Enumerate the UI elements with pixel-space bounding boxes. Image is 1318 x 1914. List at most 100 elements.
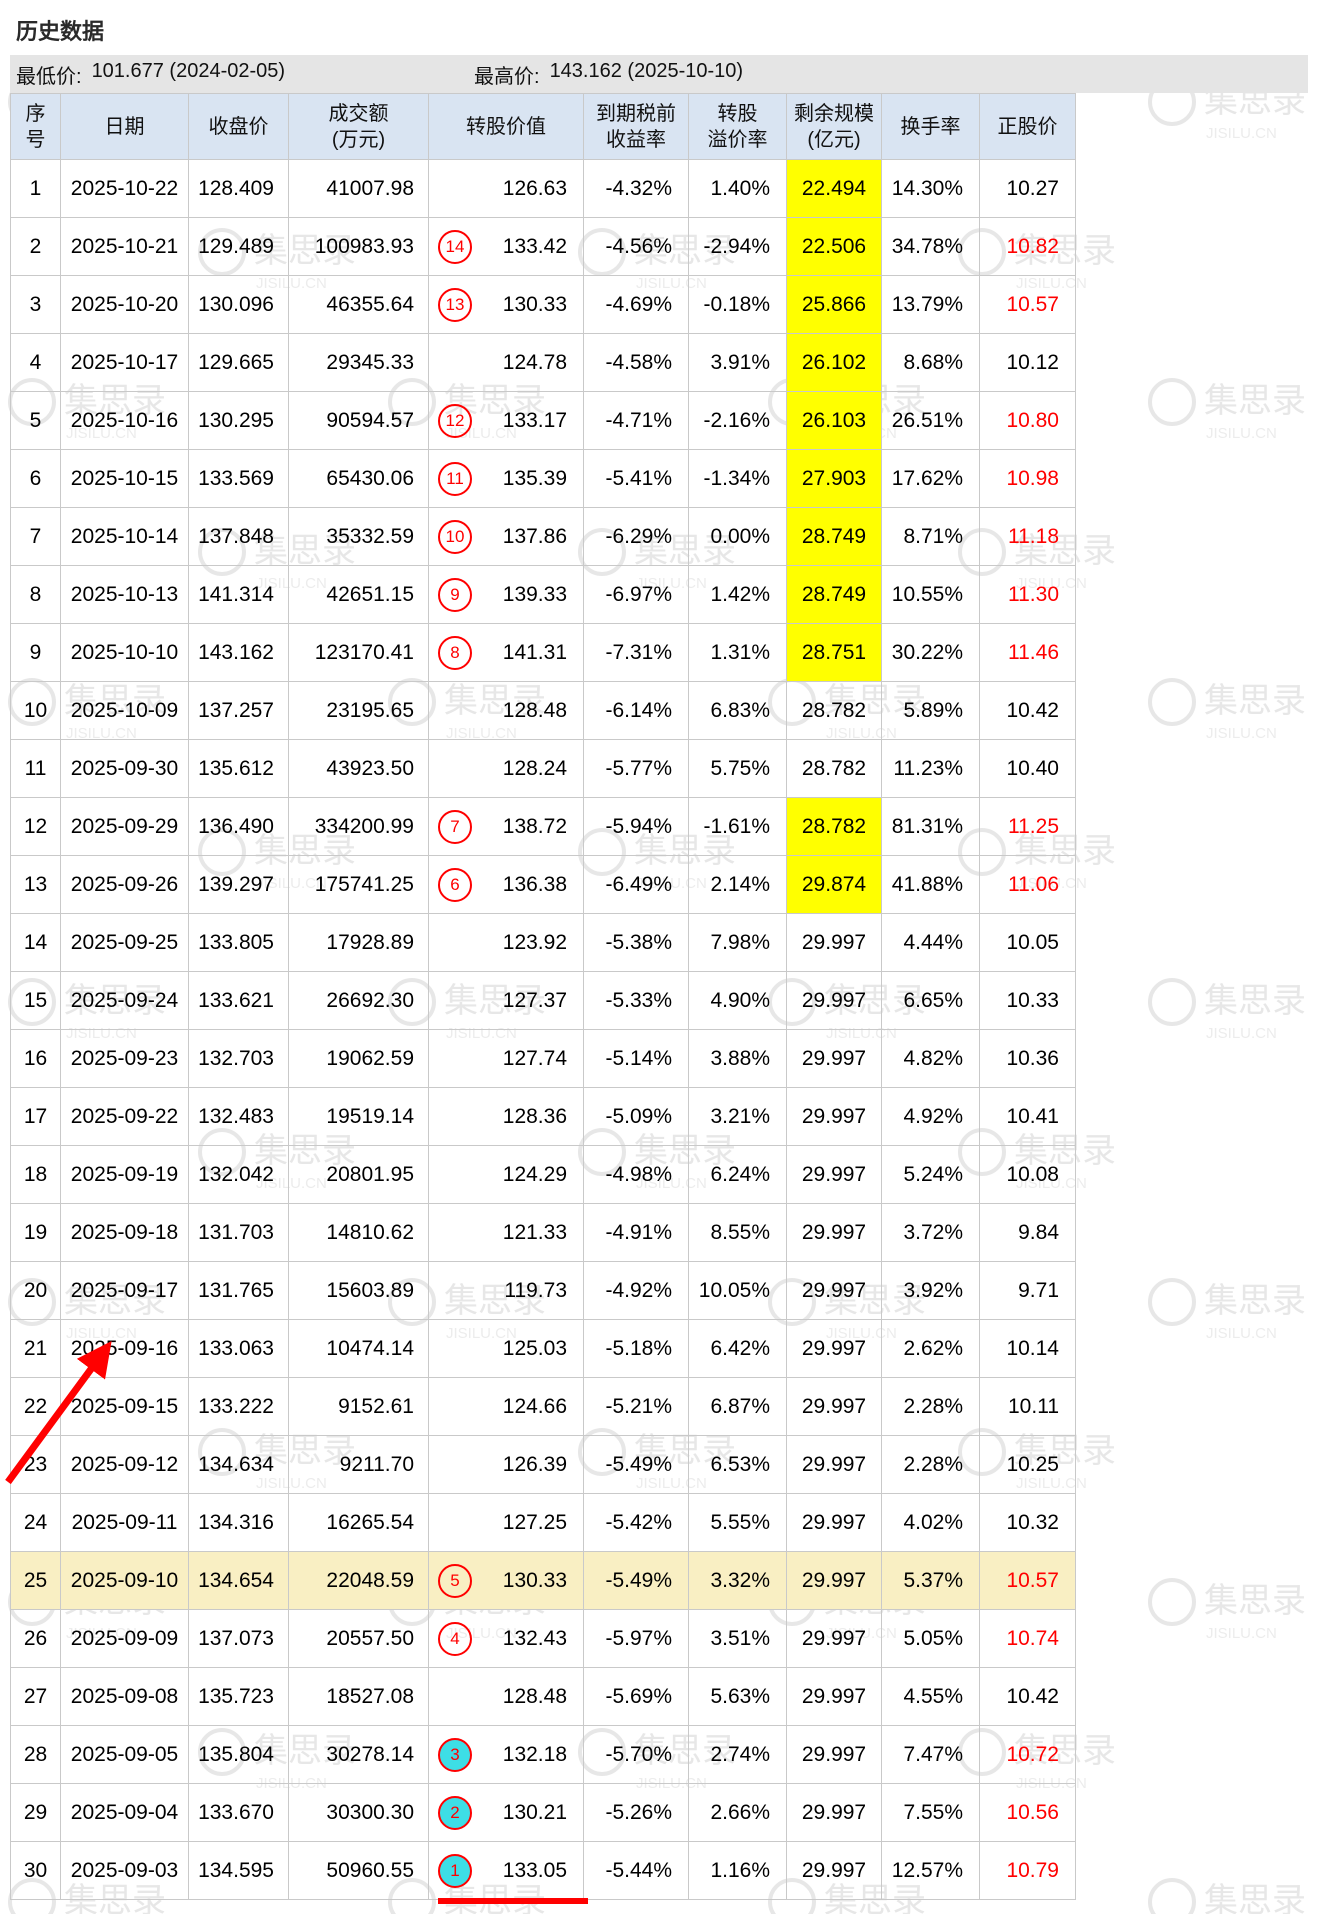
cell-conv: 124.78 — [428, 333, 584, 392]
conv-value-text: 127.25 — [502, 1510, 567, 1534]
conv-value-text: 127.74 — [502, 1046, 567, 1070]
cell-date: 2025-09-24 — [60, 971, 189, 1030]
cell-price: 10.72 — [979, 1725, 1076, 1784]
cell-close: 133.805 — [188, 913, 289, 972]
table-row[interactable]: 28 2025-09-05 135.804 30278.14 3 132.18 -5.70%… — [10, 1725, 1076, 1784]
table-row[interactable]: 12 2025-09-29 136.490 334200.99 7 138.72 -5.94… — [10, 797, 1076, 856]
table-row[interactable]: 2 2025-10-21 129.489 100983.93 14 133.42 -4.56… — [10, 217, 1076, 276]
table-row[interactable]: 20 2025-09-17 131.765 15603.89 119.73 -4.92% 1… — [10, 1261, 1076, 1320]
table-row[interactable]: 8 2025-10-13 141.314 42651.15 9 139.33 -6.97% 1… — [10, 565, 1076, 624]
table-row[interactable]: 30 2025-09-03 134.595 50960.55 1 133.05 -5.44%… — [10, 1841, 1076, 1900]
table-row[interactable]: 19 2025-09-18 131.703 14810.62 121.33 -4.91% 8… — [10, 1203, 1076, 1262]
table-row[interactable]: 21 2025-09-16 133.063 10474.14 125.03 -5.18% 6… — [10, 1319, 1076, 1378]
table-row[interactable]: 22 2025-09-15 133.222 9152.61 124.66 -5.21% 6.… — [10, 1377, 1076, 1436]
cell-seq: 13 — [10, 855, 61, 914]
cell-rate: 5.24% — [881, 1145, 980, 1204]
cell-conv: 126.63 — [428, 159, 584, 218]
cell-premium: 3.32% — [688, 1551, 787, 1610]
cell-premium: 10.05% — [688, 1261, 787, 1320]
cell-rate: 13.79% — [881, 275, 980, 334]
table-row[interactable]: 6 2025-10-15 133.569 65430.06 11 135.39 -5.41%… — [10, 449, 1076, 508]
conv-value-text: 137.86 — [502, 524, 567, 548]
table-row[interactable]: 5 2025-10-16 130.295 90594.57 12 133.17 -4.71%… — [10, 391, 1076, 450]
table-row[interactable]: 24 2025-09-11 134.316 16265.54 127.25 -5.42% 5… — [10, 1493, 1076, 1552]
cell-remaining: 25.866 — [786, 275, 882, 334]
cell-remaining: 29.997 — [786, 1261, 882, 1320]
cell-seq: 29 — [10, 1783, 61, 1842]
cell-remaining: 29.997 — [786, 1145, 882, 1204]
cell-price: 10.80 — [979, 391, 1076, 450]
table-row[interactable]: 3 2025-10-20 130.096 46355.64 13 130.33 -4.69%… — [10, 275, 1076, 334]
cell-amount: 9152.61 — [288, 1377, 429, 1436]
table-row[interactable]: 11 2025-09-30 135.612 43923.50 128.24 -5.77% 5… — [10, 739, 1076, 798]
rank-badge-cyan: 1 — [438, 1853, 472, 1888]
cell-close: 134.595 — [188, 1841, 289, 1900]
cell-seq: 19 — [10, 1203, 61, 1262]
cell-conv: 10 137.86 — [428, 507, 584, 566]
cell-close: 134.316 — [188, 1493, 289, 1552]
cell-seq: 14 — [10, 913, 61, 972]
cell-ytm: -4.69% — [583, 275, 689, 334]
cell-remaining: 28.749 — [786, 565, 882, 624]
cell-price: 10.40 — [979, 739, 1076, 798]
cell-amount: 19519.14 — [288, 1087, 429, 1146]
cell-premium: -0.18% — [688, 275, 787, 334]
cell-amount: 20557.50 — [288, 1609, 429, 1668]
conv-value-text: 119.73 — [504, 1278, 567, 1302]
cell-rate: 5.89% — [881, 681, 980, 740]
cell-conv: 125.03 — [428, 1319, 584, 1378]
table-row[interactable]: 1 2025-10-22 128.409 41007.98 126.63 -4.32% 1.… — [10, 159, 1076, 218]
highest-price-value: 143.162 (2025-10-10) — [549, 59, 744, 82]
table-row[interactable]: 25 2025-09-10 134.654 22048.59 5 130.33 -5.49%… — [10, 1551, 1076, 1610]
table-row[interactable]: 18 2025-09-19 132.042 20801.95 124.29 -4.98% 6… — [10, 1145, 1076, 1204]
cell-price: 10.41 — [979, 1087, 1076, 1146]
rank-badge-cyan: 2 — [438, 1795, 472, 1830]
table-row[interactable]: 23 2025-09-12 134.634 9211.70 126.39 -5.49% 6.… — [10, 1435, 1076, 1494]
table-row[interactable]: 10 2025-10-09 137.257 23195.65 128.48 -6.14% 6… — [10, 681, 1076, 740]
table-row[interactable]: 9 2025-10-10 143.162 123170.41 8 141.31 -7.31%… — [10, 623, 1076, 682]
cell-conv: 119.73 — [428, 1261, 584, 1320]
cell-conv: 14 133.42 — [428, 217, 584, 276]
cell-price: 11.25 — [979, 797, 1076, 856]
cell-remaining: 29.997 — [786, 1029, 882, 1088]
cell-close: 132.703 — [188, 1029, 289, 1088]
rank-badge-cyan: 3 — [438, 1737, 472, 1772]
cell-seq: 12 — [10, 797, 61, 856]
table-row[interactable]: 16 2025-09-23 132.703 19062.59 127.74 -5.14% 3… — [10, 1029, 1076, 1088]
cell-date: 2025-09-17 — [60, 1261, 189, 1320]
cell-premium: 1.16% — [688, 1841, 787, 1900]
cell-conv: 124.66 — [428, 1377, 584, 1436]
cell-ytm: -5.94% — [583, 797, 689, 856]
cell-date: 2025-10-21 — [60, 217, 189, 276]
cell-seq: 5 — [10, 391, 61, 450]
cell-conv: 4 132.43 — [428, 1609, 584, 1668]
cell-price: 10.82 — [979, 217, 1076, 276]
conv-value-text: 132.43 — [502, 1626, 567, 1650]
cell-amount: 334200.99 — [288, 797, 429, 856]
cell-remaining: 29.997 — [786, 1435, 882, 1494]
cell-amount: 19062.59 — [288, 1029, 429, 1088]
cell-premium: 0.00% — [688, 507, 787, 566]
cell-rate: 4.02% — [881, 1493, 980, 1552]
cell-close: 137.848 — [188, 507, 289, 566]
cell-ytm: -6.14% — [583, 681, 689, 740]
conv-value-text: 123.92 — [502, 930, 567, 954]
table-row[interactable]: 15 2025-09-24 133.621 26692.30 127.37 -5.33% 4… — [10, 971, 1076, 1030]
cell-remaining: 27.903 — [786, 449, 882, 508]
cell-remaining: 22.494 — [786, 159, 882, 218]
cell-conv: 123.92 — [428, 913, 584, 972]
cell-conv: 7 138.72 — [428, 797, 584, 856]
table-row[interactable]: 29 2025-09-04 133.670 30300.30 2 130.21 -5.26%… — [10, 1783, 1076, 1842]
table-row[interactable]: 4 2025-10-17 129.665 29345.33 124.78 -4.58% 3.… — [10, 333, 1076, 392]
cell-conv: 6 136.38 — [428, 855, 584, 914]
cell-rate: 81.31% — [881, 797, 980, 856]
table-row[interactable]: 14 2025-09-25 133.805 17928.89 123.92 -5.38% 7… — [10, 913, 1076, 972]
table-row[interactable]: 27 2025-09-08 135.723 18527.08 128.48 -5.69% 5… — [10, 1667, 1076, 1726]
cell-amount: 175741.25 — [288, 855, 429, 914]
table-row[interactable]: 26 2025-09-09 137.073 20557.50 4 132.43 -5.97%… — [10, 1609, 1076, 1668]
table-row[interactable]: 7 2025-10-14 137.848 35332.59 10 137.86 -6.29%… — [10, 507, 1076, 566]
table-row[interactable]: 13 2025-09-26 139.297 175741.25 6 136.38 -6.49… — [10, 855, 1076, 914]
table-row[interactable]: 17 2025-09-22 132.483 19519.14 128.36 -5.09% 3… — [10, 1087, 1076, 1146]
cell-amount: 9211.70 — [288, 1435, 429, 1494]
